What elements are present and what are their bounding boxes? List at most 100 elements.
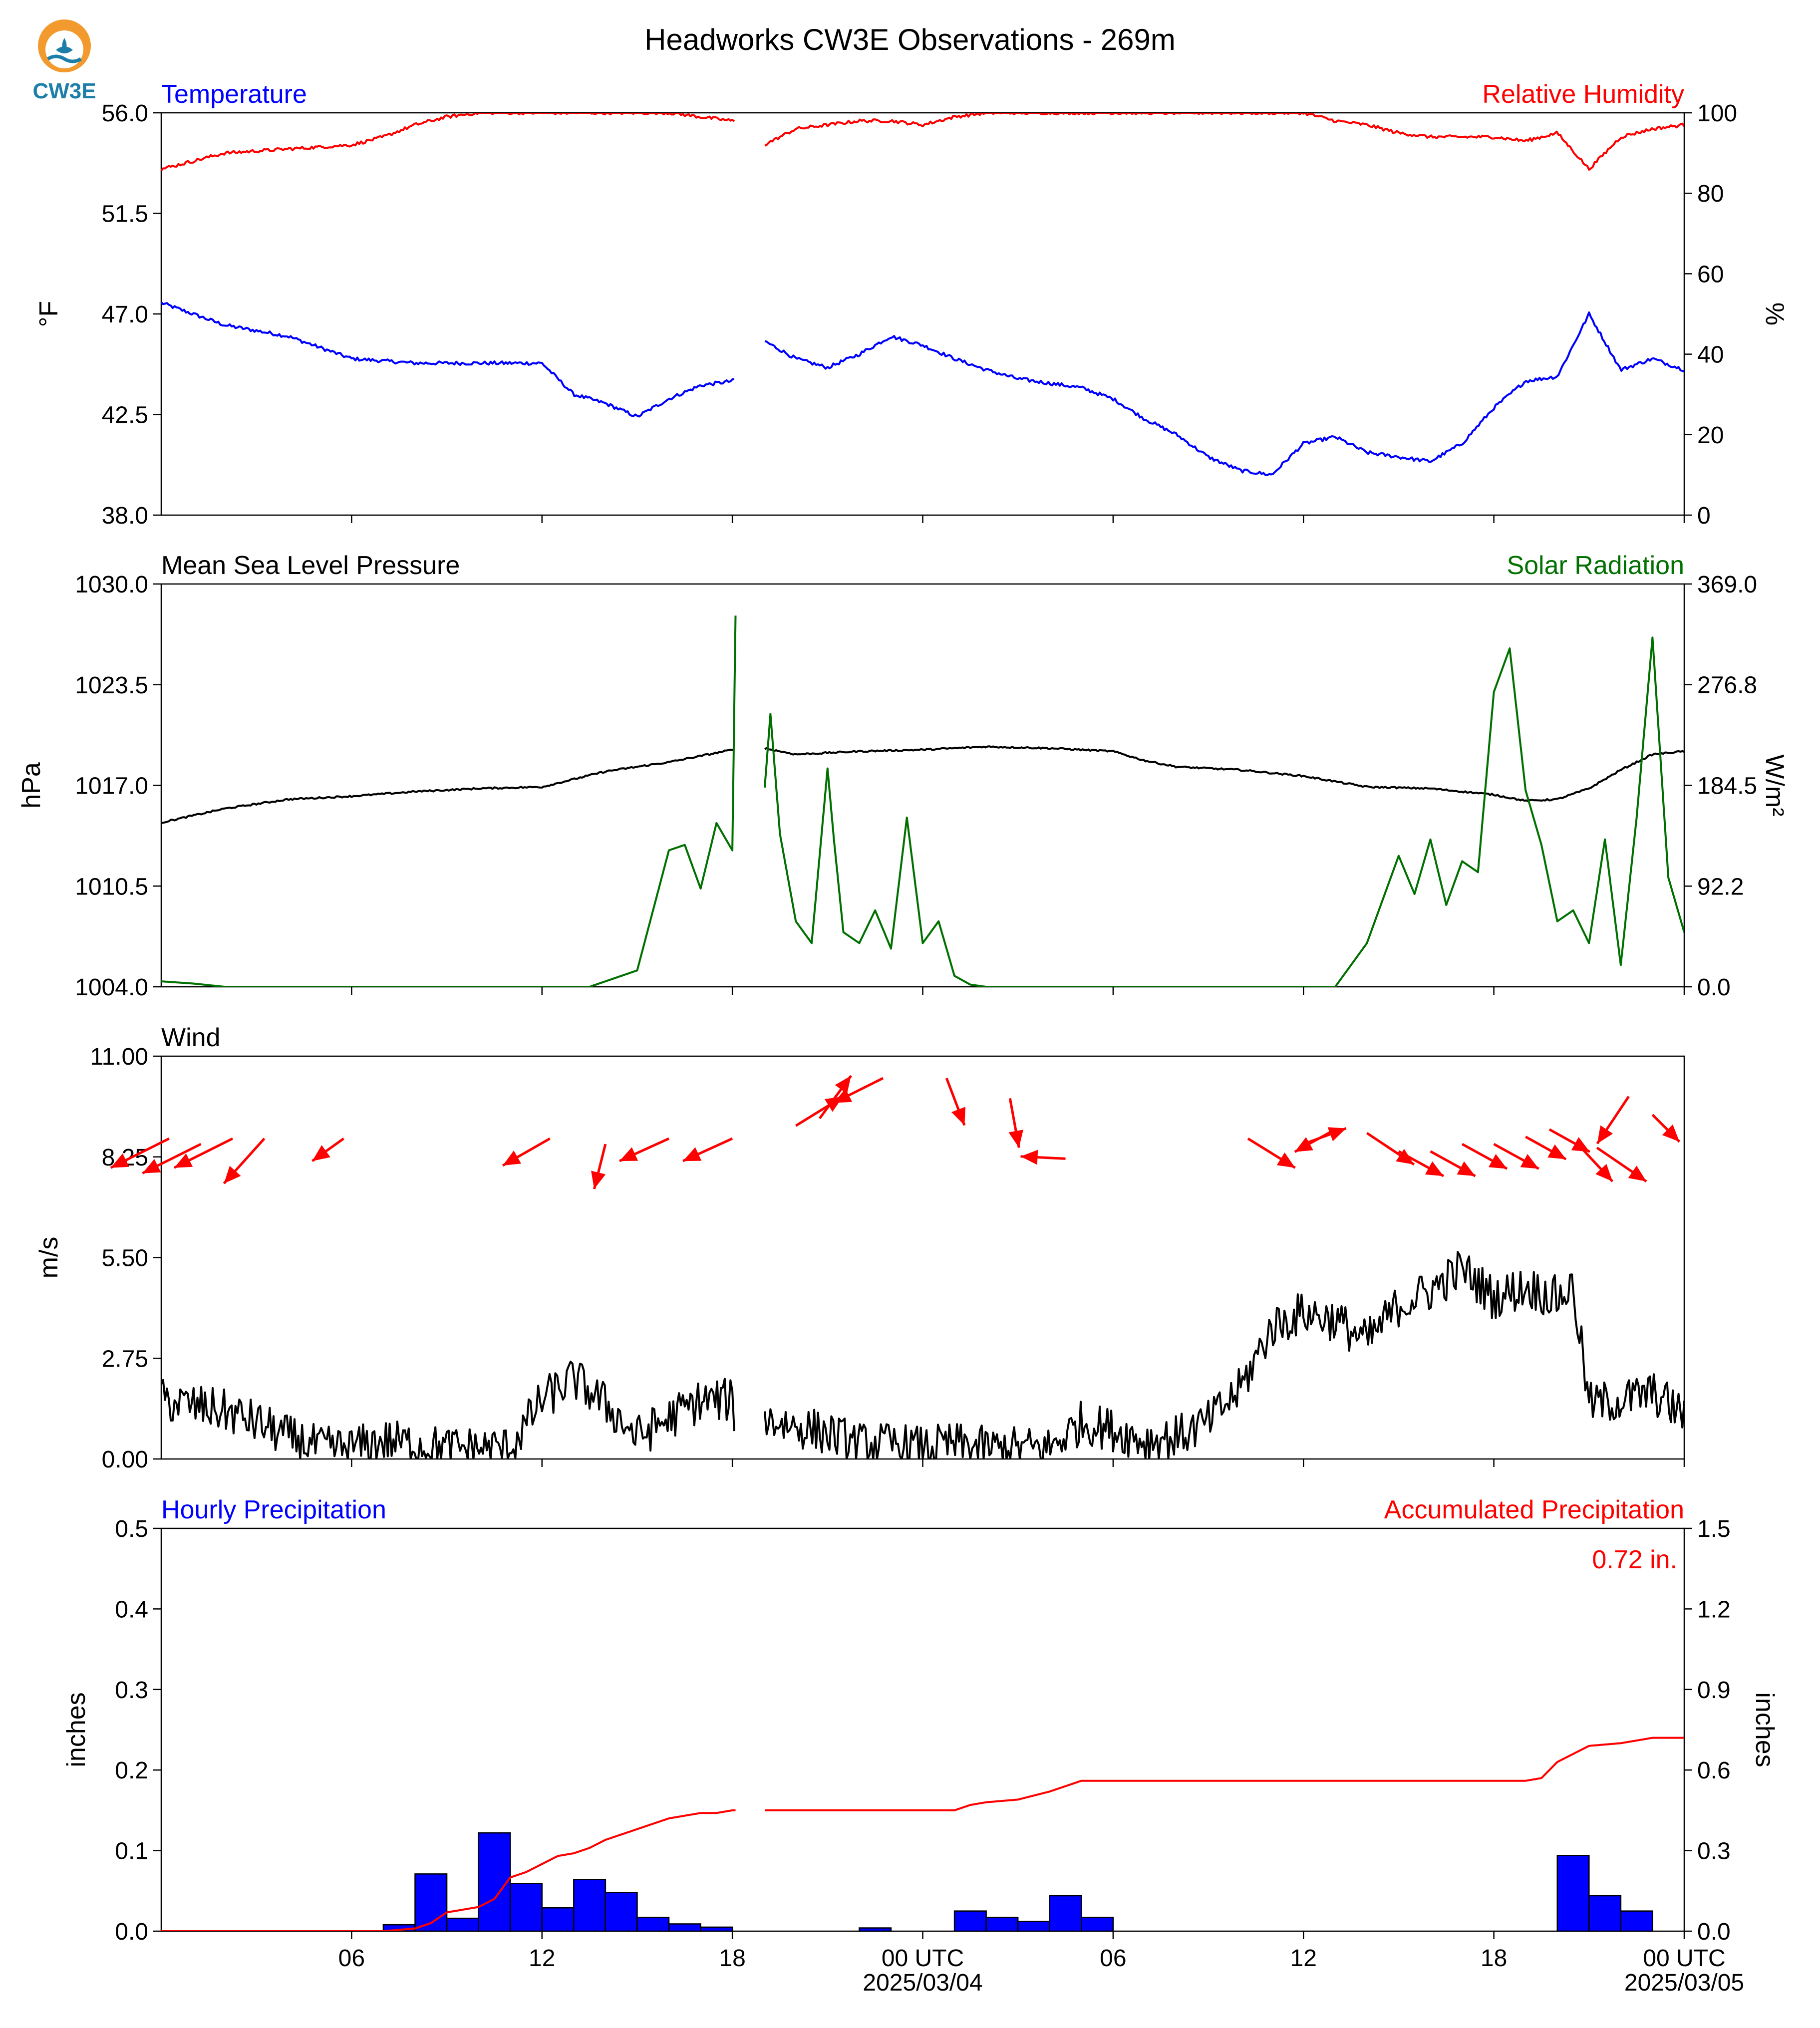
wind-arrow-head [110, 1153, 130, 1168]
cw3e-logo: CW3E [32, 19, 96, 103]
series-line-0 [161, 1251, 1684, 1459]
y-tick-label: 0.1 [115, 1838, 148, 1865]
wind-arrow-head [1457, 1161, 1476, 1176]
temperature-humidity-panel: Temperature Relative Humidity 38.0 42.5 47.0… [34, 80, 1789, 529]
y-tick-label-right: 0.9 [1697, 1677, 1731, 1704]
y-axis-label: inches [62, 1692, 91, 1767]
series-line-0 [161, 745, 1684, 824]
panel-title-right: Solar Radiation [1507, 551, 1684, 580]
y-tick-label: 56.0 [102, 100, 148, 127]
precip-bar [414, 1873, 448, 1932]
wind-arrow-head [1547, 1144, 1566, 1159]
wind-arrow-head [835, 1076, 851, 1094]
y-tick-label-right: 100 [1697, 100, 1737, 127]
precip-bar [1620, 1910, 1653, 1932]
y-tick-label: 0.00 [102, 1447, 148, 1473]
wind-arrow-head [1294, 1137, 1313, 1152]
y-axis-label: m/s [34, 1237, 63, 1279]
accumulated-total-label: 0.72 in. [1592, 1545, 1677, 1574]
precip-bar [1556, 1855, 1590, 1932]
wind-arrow-head [1628, 1165, 1647, 1181]
wind-arrow-head [1597, 1125, 1613, 1144]
wind-arrow-head [1489, 1154, 1508, 1169]
y-tick-label: 1004.0 [75, 974, 148, 1001]
y-tick-label: 2.75 [102, 1346, 148, 1372]
y-axis-label-right: W/m² [1760, 754, 1789, 816]
x-tick-label: 12 [1290, 1945, 1317, 1972]
y-tick-label-right: 1.2 [1697, 1596, 1731, 1623]
y-tick-label-right: 80 [1697, 181, 1724, 207]
y-tick-label-right: 60 [1697, 261, 1724, 288]
wind-arrow-head [1571, 1137, 1590, 1152]
precip-bar [509, 1883, 543, 1932]
y-tick-label: 5.50 [102, 1245, 148, 1272]
precip-bar [478, 1832, 511, 1932]
y-axis-label-right: % [1760, 302, 1789, 325]
y-tick-label-right: 369.0 [1697, 572, 1757, 598]
precip-bar [859, 1927, 892, 1932]
y-tick-label: 1010.5 [75, 873, 148, 900]
wind-arrow-head [1662, 1124, 1680, 1142]
x-tick-label: 00 UTC [1643, 1945, 1725, 1972]
wind-arrow-head [1520, 1154, 1539, 1169]
x-tick-label: 06 [1100, 1945, 1126, 1972]
panel-title-left: Mean Sea Level Pressure [161, 551, 460, 580]
y-tick-label-right: 20 [1697, 422, 1724, 449]
precip-bar [953, 1910, 987, 1932]
panel-title-left: Wind [161, 1023, 220, 1052]
x-tick-label: 06 [338, 1945, 365, 1972]
wind-arrow-head [834, 1088, 853, 1103]
precip-bar [985, 1917, 1019, 1932]
pressure-solar-panel: Mean Sea Level Pressure Solar Radiation 10… [17, 551, 1789, 1001]
date-labels: 2025/03/04 2025/03/05 [863, 1970, 1744, 1996]
precip-bar [1588, 1895, 1622, 1932]
y-tick-label: 0.3 [115, 1677, 148, 1704]
wind-arrow-head [1595, 1163, 1613, 1181]
precip-bar [700, 1926, 733, 1932]
series-line-0 [161, 301, 1684, 476]
logo-drop-icon [62, 38, 67, 52]
date-label: 2025/03/04 [863, 1970, 982, 1996]
x-tick-label: 18 [1481, 1945, 1507, 1972]
y-tick-label: 38.0 [102, 503, 148, 529]
panel-title-left: Temperature [161, 80, 307, 109]
y-tick-label-right: 0.0 [1697, 1919, 1731, 1945]
precip-bar [573, 1879, 607, 1932]
precip-bar [446, 1917, 479, 1932]
panel-title-right: Accumulated Precipitation [1384, 1495, 1684, 1524]
y-tick-label-right: 1.5 [1697, 1516, 1731, 1542]
precip-bar [1081, 1917, 1114, 1932]
panel-title-right: Relative Humidity [1482, 80, 1684, 109]
wind-arrow-head [1020, 1150, 1038, 1165]
precip-bar [1017, 1921, 1050, 1932]
x-tick-label: 18 [719, 1945, 745, 1972]
y-axis-label-right: inches [1750, 1692, 1779, 1767]
wind-arrow-head [683, 1147, 702, 1161]
y-tick-label-right: 0.6 [1697, 1757, 1731, 1784]
y-tick-label-right: 0.3 [1697, 1838, 1731, 1865]
x-tick-label: 00 UTC [882, 1945, 964, 1972]
panel-title-left: Hourly Precipitation [161, 1495, 386, 1524]
y-axis-label: hPa [17, 762, 46, 809]
y-tick-label: 11.00 [90, 1044, 148, 1070]
y-tick-label-right: 0 [1697, 503, 1711, 529]
series-line-1 [161, 113, 1684, 171]
wind-arrow-head [503, 1151, 522, 1166]
precipitation-panel: Hourly Precipitation Accumulated Precipit… [62, 1495, 1779, 1972]
wind-arrow-head [1396, 1149, 1414, 1165]
y-tick-label: 0.4 [115, 1596, 148, 1623]
y-tick-label: 0.2 [115, 1757, 148, 1784]
y-tick-label-right: 0.0 [1697, 974, 1731, 1001]
y-tick-label: 1017.0 [75, 773, 148, 800]
x-tick-label: 12 [529, 1945, 555, 1972]
precip-bar [541, 1907, 575, 1932]
y-tick-label: 1030.0 [75, 572, 148, 598]
y-tick-label-right: 40 [1697, 342, 1724, 368]
wind-arrow-head [1276, 1152, 1295, 1168]
wind-arrow-head [619, 1147, 638, 1161]
y-axis-label: °F [34, 301, 63, 327]
precip-bar [668, 1923, 701, 1932]
y-tick-label: 42.5 [102, 402, 148, 429]
